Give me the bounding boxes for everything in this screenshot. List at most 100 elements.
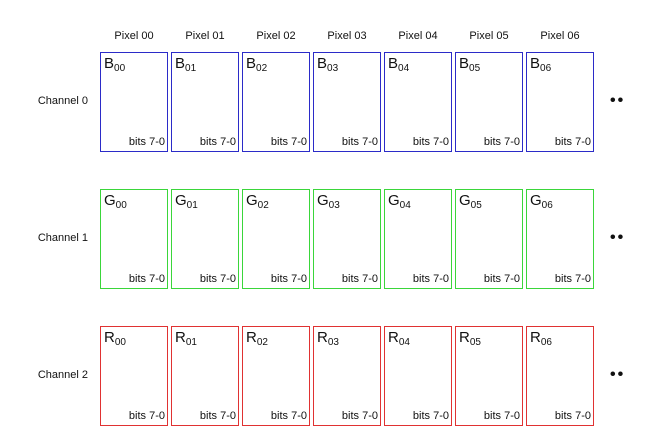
cell-subscript: 06 (540, 63, 552, 74)
cell-bits-label: bits 7-0 (341, 136, 378, 148)
cell-letter: B (459, 55, 470, 72)
cell-component-name: R02 (246, 329, 268, 349)
channel-cell: G06 bits 7-0 (526, 189, 594, 289)
cell-subscript: 01 (186, 200, 198, 211)
cell-component-name: R06 (530, 329, 552, 349)
channel-cell: B05 bits 7-0 (455, 52, 523, 152)
cell-subscript: 06 (541, 200, 553, 211)
cell-subscript: 04 (399, 200, 411, 211)
continuation-dots: •• (610, 92, 626, 109)
cell-component-name: R03 (317, 329, 339, 349)
cell-bits-label: bits 7-0 (412, 273, 449, 285)
cell-component-name: B06 (530, 55, 551, 75)
channel-cell: G05 bits 7-0 (455, 189, 523, 289)
cell-bits-label: bits 7-0 (199, 273, 236, 285)
cell-bits-label: bits 7-0 (483, 273, 520, 285)
cell-component-name: B04 (388, 55, 409, 75)
cell-component-name: R05 (459, 329, 481, 349)
cell-letter: R (104, 329, 115, 346)
pixel-header: Pixel 06 (540, 30, 580, 42)
cell-bits-label: bits 7-0 (483, 136, 520, 148)
channel-label: Channel 1 (37, 232, 88, 244)
cell-bits-label: bits 7-0 (412, 410, 449, 422)
channel-cell: B01 bits 7-0 (171, 52, 239, 152)
cell-subscript: 05 (470, 200, 482, 211)
cell-bits-label: bits 7-0 (199, 410, 236, 422)
channel-cell: B03 bits 7-0 (313, 52, 381, 152)
cell-bits-label: bits 7-0 (554, 273, 591, 285)
cell-component-name: G00 (104, 192, 127, 212)
cell-component-name: B03 (317, 55, 338, 75)
channel-cell: G02 bits 7-0 (242, 189, 310, 289)
cell-letter: R (459, 329, 470, 346)
channel-cell: B06 bits 7-0 (526, 52, 594, 152)
cell-component-name: G04 (388, 192, 411, 212)
channel-label: Channel 2 (37, 369, 88, 381)
cell-bits-label: bits 7-0 (270, 136, 307, 148)
cell-bits-label: bits 7-0 (554, 410, 591, 422)
cell-subscript: 04 (398, 337, 410, 348)
channel-label: Channel 0 (37, 95, 88, 107)
channel-cell: R00 bits 7-0 (100, 326, 168, 426)
pixel-header: Pixel 02 (256, 30, 296, 42)
cell-subscript: 05 (469, 337, 481, 348)
cell-bits-label: bits 7-0 (128, 136, 165, 148)
channel-cell: R01 bits 7-0 (171, 326, 239, 426)
cell-letter: G (530, 192, 542, 209)
cell-letter: G (175, 192, 187, 209)
cell-bits-label: bits 7-0 (270, 273, 307, 285)
cell-letter: R (530, 329, 541, 346)
cell-bits-label: bits 7-0 (412, 136, 449, 148)
cell-subscript: 02 (256, 337, 268, 348)
cell-component-name: B01 (175, 55, 196, 75)
cell-letter: B (530, 55, 541, 72)
channel-cell: B00 bits 7-0 (100, 52, 168, 152)
cell-letter: B (317, 55, 328, 72)
cell-letter: B (175, 55, 186, 72)
cell-subscript: 01 (185, 63, 197, 74)
cell-letter: B (388, 55, 399, 72)
cell-letter: B (246, 55, 257, 72)
continuation-dots: •• (610, 366, 626, 383)
cell-bits-label: bits 7-0 (199, 136, 236, 148)
continuation-dots: •• (610, 229, 626, 246)
pixel-header: Pixel 01 (185, 30, 225, 42)
cell-letter: R (317, 329, 328, 346)
cell-subscript: 02 (256, 63, 268, 74)
cell-letter: R (388, 329, 399, 346)
channel-cell: R03 bits 7-0 (313, 326, 381, 426)
cell-subscript: 00 (114, 63, 126, 74)
channel-cell: R04 bits 7-0 (384, 326, 452, 426)
channel-cell: G00 bits 7-0 (100, 189, 168, 289)
channel-cell: R02 bits 7-0 (242, 326, 310, 426)
cell-subscript: 03 (327, 63, 339, 74)
cell-component-name: R01 (175, 329, 197, 349)
cell-subscript: 06 (540, 337, 552, 348)
channel-cell: R06 bits 7-0 (526, 326, 594, 426)
channel-cell: B02 bits 7-0 (242, 52, 310, 152)
channel-cell: B04 bits 7-0 (384, 52, 452, 152)
cell-bits-label: bits 7-0 (554, 136, 591, 148)
cell-component-name: G02 (246, 192, 269, 212)
channel-cell: G04 bits 7-0 (384, 189, 452, 289)
cell-component-name: G06 (530, 192, 553, 212)
channel-cell: R05 bits 7-0 (455, 326, 523, 426)
cell-bits-label: bits 7-0 (341, 273, 378, 285)
cell-subscript: 02 (257, 200, 269, 211)
cell-bits-label: bits 7-0 (128, 410, 165, 422)
channel-cell: G01 bits 7-0 (171, 189, 239, 289)
cell-subscript: 00 (115, 200, 127, 211)
cell-component-name: G05 (459, 192, 482, 212)
cell-component-name: G01 (175, 192, 198, 212)
cell-subscript: 03 (327, 337, 339, 348)
cell-bits-label: bits 7-0 (128, 273, 165, 285)
cell-letter: B (104, 55, 115, 72)
cell-component-name: B02 (246, 55, 267, 75)
cell-bits-label: bits 7-0 (270, 410, 307, 422)
cell-bits-label: bits 7-0 (483, 410, 520, 422)
cell-letter: R (175, 329, 186, 346)
cell-subscript: 01 (185, 337, 197, 348)
cell-bits-label: bits 7-0 (341, 410, 378, 422)
cell-component-name: G03 (317, 192, 340, 212)
cell-letter: G (246, 192, 258, 209)
